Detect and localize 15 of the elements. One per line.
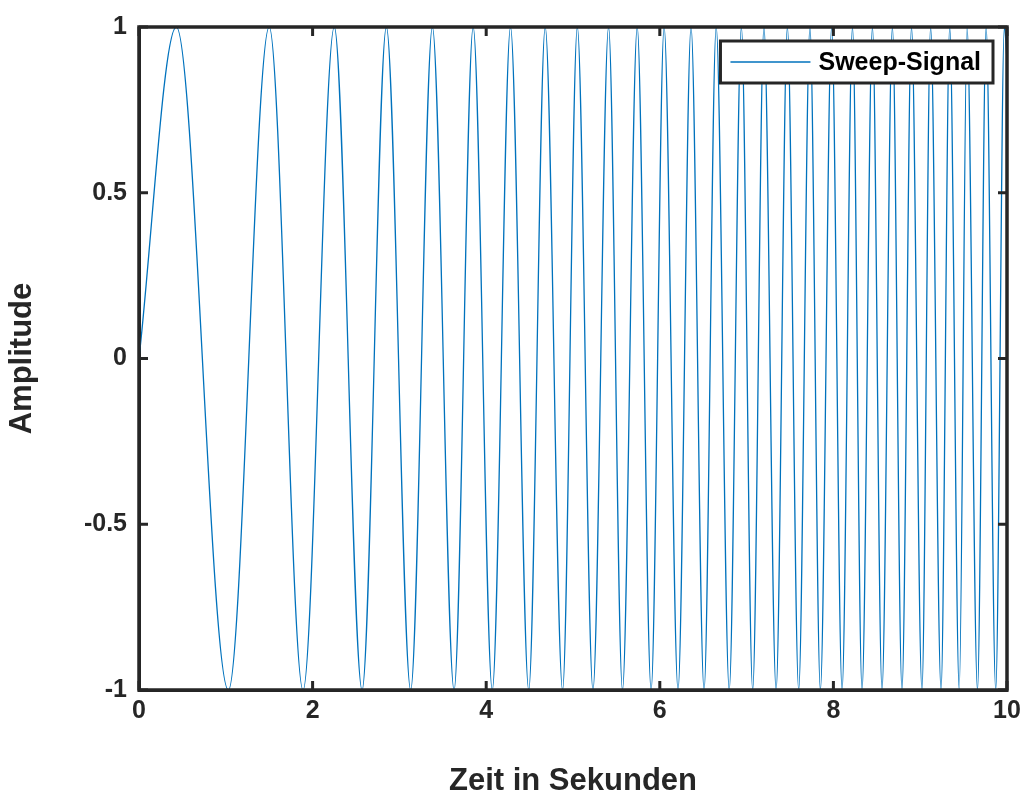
y-axis-title: Amplitude bbox=[3, 282, 39, 435]
x-tick-label: 2 bbox=[305, 694, 320, 723]
x-tick-label: 6 bbox=[652, 694, 667, 723]
x-tick-label: 10 bbox=[993, 694, 1021, 723]
x-tick-label: 8 bbox=[826, 694, 841, 723]
y-tick-label: 0.5 bbox=[92, 176, 128, 205]
y-tick-label: -1 bbox=[104, 673, 128, 702]
legend-label: Sweep-Signal bbox=[818, 46, 982, 75]
line-series bbox=[139, 27, 1007, 690]
x-tick-label: 4 bbox=[479, 694, 494, 723]
x-axis-title: Zeit in Sekunden bbox=[448, 761, 698, 797]
y-tick-label: 1 bbox=[113, 10, 128, 39]
y-tick-label: -0.5 bbox=[83, 508, 128, 537]
y-tick-label: 0 bbox=[113, 342, 127, 371]
x-tick-label: 0 bbox=[132, 694, 146, 723]
